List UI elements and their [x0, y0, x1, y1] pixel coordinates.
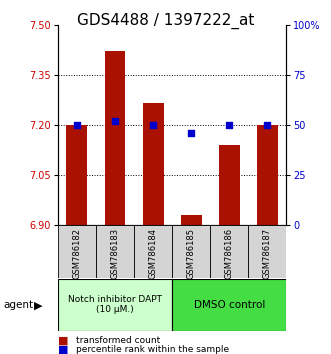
Text: ■: ■	[58, 336, 69, 346]
Point	[150, 122, 156, 127]
Bar	[219, 145, 240, 225]
Bar	[58, 225, 96, 278]
Bar	[248, 225, 286, 278]
Bar	[172, 279, 286, 331]
Text: GSM786184: GSM786184	[149, 228, 158, 279]
Text: transformed count: transformed count	[76, 336, 161, 345]
Bar	[96, 225, 134, 278]
Bar	[172, 225, 210, 278]
Text: GSM786186: GSM786186	[225, 228, 234, 279]
Bar	[58, 279, 172, 331]
Text: ▶: ▶	[34, 300, 42, 310]
Text: Notch inhibitor DAPT
(10 μM.): Notch inhibitor DAPT (10 μM.)	[68, 295, 162, 314]
Text: GDS4488 / 1397222_at: GDS4488 / 1397222_at	[77, 12, 254, 29]
Text: DMSO control: DMSO control	[194, 300, 265, 310]
Point	[74, 122, 79, 127]
Point	[112, 118, 118, 124]
Text: GSM786187: GSM786187	[263, 228, 272, 279]
Text: GSM786183: GSM786183	[111, 228, 119, 279]
Bar	[257, 125, 278, 225]
Point	[264, 122, 270, 127]
Bar	[134, 225, 172, 278]
Point	[188, 130, 194, 136]
Text: GSM786185: GSM786185	[187, 228, 196, 279]
Bar	[105, 51, 125, 225]
Text: ■: ■	[58, 345, 69, 354]
Bar	[143, 103, 164, 225]
Bar	[67, 125, 87, 225]
Text: agent: agent	[3, 300, 33, 310]
Point	[226, 122, 232, 127]
Text: percentile rank within the sample: percentile rank within the sample	[76, 345, 229, 354]
Bar	[181, 215, 202, 225]
Text: GSM786182: GSM786182	[72, 228, 81, 279]
Bar	[210, 225, 248, 278]
